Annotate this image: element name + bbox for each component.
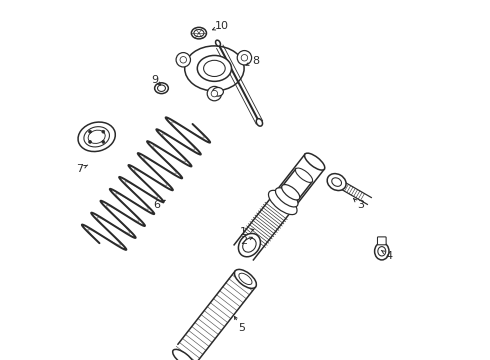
- Text: 6: 6: [153, 200, 160, 210]
- Circle shape: [180, 57, 187, 63]
- Circle shape: [102, 140, 105, 143]
- Polygon shape: [282, 169, 312, 200]
- Circle shape: [102, 130, 105, 133]
- Circle shape: [207, 86, 221, 101]
- Ellipse shape: [327, 174, 346, 190]
- Ellipse shape: [281, 186, 298, 201]
- Text: 9: 9: [151, 75, 159, 85]
- Ellipse shape: [235, 269, 256, 288]
- Ellipse shape: [204, 60, 225, 77]
- Circle shape: [211, 90, 218, 97]
- Ellipse shape: [213, 87, 223, 96]
- Ellipse shape: [194, 30, 204, 37]
- Ellipse shape: [239, 273, 252, 284]
- Ellipse shape: [275, 188, 298, 207]
- Circle shape: [237, 50, 252, 65]
- Ellipse shape: [332, 178, 342, 186]
- Ellipse shape: [239, 234, 260, 257]
- Text: 8: 8: [252, 56, 259, 66]
- Text: 5: 5: [238, 323, 245, 333]
- Ellipse shape: [197, 55, 231, 81]
- Circle shape: [89, 140, 92, 143]
- Text: 1: 1: [240, 227, 246, 237]
- Ellipse shape: [88, 130, 105, 143]
- Circle shape: [176, 53, 191, 67]
- Ellipse shape: [282, 185, 300, 200]
- Ellipse shape: [216, 40, 220, 46]
- Ellipse shape: [84, 127, 109, 147]
- Ellipse shape: [192, 27, 206, 39]
- Text: 4: 4: [386, 251, 392, 261]
- Text: 3: 3: [357, 200, 364, 210]
- Ellipse shape: [78, 122, 115, 152]
- Circle shape: [241, 54, 247, 61]
- Ellipse shape: [295, 168, 313, 183]
- Ellipse shape: [305, 153, 325, 170]
- Ellipse shape: [256, 119, 263, 126]
- Ellipse shape: [378, 247, 386, 256]
- Ellipse shape: [185, 46, 244, 91]
- Text: 10: 10: [215, 21, 229, 31]
- Circle shape: [89, 130, 92, 133]
- Ellipse shape: [157, 85, 166, 91]
- Text: 2: 2: [240, 236, 247, 246]
- Ellipse shape: [243, 238, 256, 252]
- FancyBboxPatch shape: [377, 237, 386, 245]
- Ellipse shape: [374, 243, 389, 260]
- Ellipse shape: [172, 349, 194, 360]
- Text: 7: 7: [76, 164, 83, 174]
- Ellipse shape: [155, 83, 169, 94]
- Ellipse shape: [269, 190, 297, 215]
